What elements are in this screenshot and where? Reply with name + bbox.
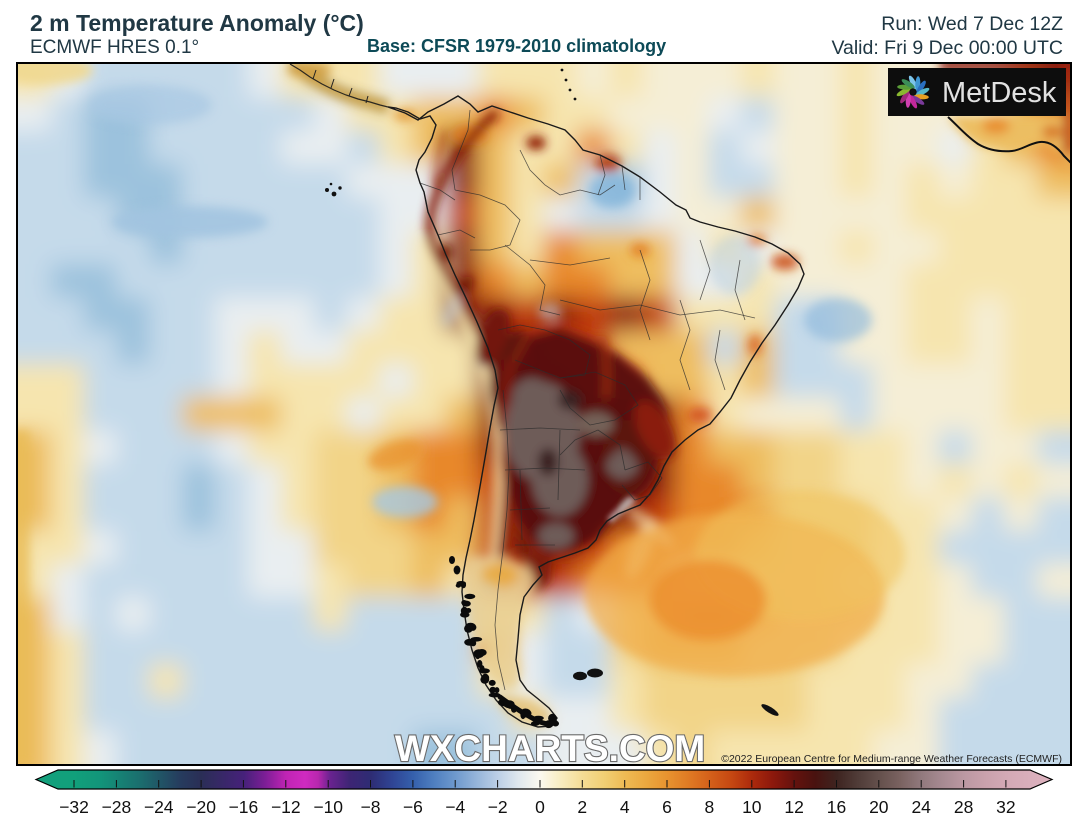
svg-text:Valid: Fri 9 Dec 00:00 UTC: Valid: Fri 9 Dec 00:00 UTC (831, 37, 1063, 59)
svg-text:©2022 European Centre for Medi: ©2022 European Centre for Medium-range W… (721, 753, 1062, 765)
svg-text:−16: −16 (229, 797, 259, 817)
svg-text:−6: −6 (403, 797, 423, 817)
svg-text:−10: −10 (313, 797, 343, 817)
svg-text:−20: −20 (186, 797, 216, 817)
svg-text:ECMWF HRES 0.1°: ECMWF HRES 0.1° (30, 37, 199, 58)
svg-text:Run: Wed 7 Dec 12Z: Run: Wed 7 Dec 12Z (881, 13, 1063, 35)
svg-text:−2: −2 (488, 797, 508, 817)
svg-text:16: 16 (827, 797, 846, 817)
svg-text:MetDesk: MetDesk (942, 77, 1057, 109)
svg-text:−28: −28 (102, 797, 132, 817)
svg-text:4: 4 (620, 797, 630, 817)
svg-text:8: 8 (705, 797, 715, 817)
svg-text:0: 0 (535, 797, 545, 817)
svg-text:6: 6 (662, 797, 672, 817)
svg-text:2 m Temperature Anomaly (°C): 2 m Temperature Anomaly (°C) (30, 10, 364, 36)
svg-text:WXCHARTS.COM: WXCHARTS.COM (395, 728, 705, 769)
svg-text:−24: −24 (144, 797, 174, 817)
svg-text:28: 28 (954, 797, 973, 817)
svg-text:32: 32 (996, 797, 1015, 817)
svg-text:12: 12 (784, 797, 803, 817)
svg-text:Base: CFSR 1979-2010 climatolo: Base: CFSR 1979-2010 climatology (367, 36, 666, 56)
svg-text:24: 24 (911, 797, 931, 817)
svg-text:−8: −8 (361, 797, 381, 817)
svg-text:20: 20 (869, 797, 889, 817)
svg-text:−32: −32 (59, 797, 89, 817)
svg-text:10: 10 (742, 797, 762, 817)
svg-text:−4: −4 (445, 797, 465, 817)
svg-text:2: 2 (577, 797, 587, 817)
svg-text:−12: −12 (271, 797, 301, 817)
